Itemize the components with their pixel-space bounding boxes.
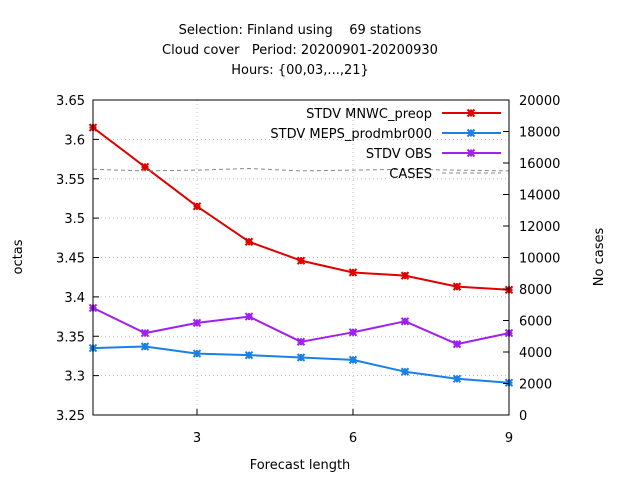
y2-tick-label: 10000 — [519, 252, 560, 267]
y2-tick-label: 2000 — [519, 378, 552, 393]
y2-tick-label: 0 — [519, 409, 527, 424]
legend-label: STDV MNWC_preop — [306, 107, 432, 122]
series-line-4 — [92, 168, 510, 172]
data-point — [244, 312, 254, 321]
y-tick-label: 3.6 — [64, 133, 85, 148]
y-tick-label: 3.55 — [56, 173, 85, 188]
title-line-3: Hours: {00,03,...,21} — [231, 63, 369, 78]
y-tick-label: 3.3 — [64, 370, 85, 385]
y2-tick-label: 18000 — [519, 126, 560, 141]
x-tick-label: 6 — [349, 431, 357, 446]
y2-tick-label: 8000 — [519, 283, 552, 298]
data-point — [348, 355, 358, 365]
data-point — [140, 162, 150, 172]
y-axis-label: octas — [11, 239, 26, 274]
y-tick-label: 3.5 — [64, 212, 85, 227]
y-tick-label: 3.4 — [64, 291, 85, 306]
y2-tick-label: 16000 — [519, 157, 560, 172]
data-point — [452, 374, 462, 383]
data-point — [140, 342, 150, 351]
data-point — [296, 353, 306, 362]
y-tick-label: 3.35 — [56, 330, 85, 345]
y2-tick-label: 12000 — [519, 220, 560, 235]
data-point — [244, 350, 254, 360]
legend-label: CASES — [389, 167, 432, 182]
legend-marker — [466, 128, 476, 138]
y-tick-label: 3.45 — [56, 252, 85, 267]
chart-title: Selection: Finland using 69 stations Clo… — [162, 23, 438, 78]
x-axis-ticks: 3 6 9 — [193, 409, 513, 446]
x-tick-label: 9 — [505, 431, 513, 446]
legend-label: STDV MEPS_prodmbr000 — [270, 127, 432, 142]
y2-tick-label: 4000 — [519, 346, 552, 361]
series-line-1 — [92, 126, 510, 291]
y2-axis-ticks: 0 2000 4000 6000 8000 10000 12000 14000 16000 180… — [503, 94, 560, 424]
data-point — [452, 282, 462, 291]
y2-tick-label: 6000 — [519, 315, 552, 330]
series-layer — [88, 123, 514, 387]
title-line-2: Cloud cover Period: 20200901-20200930 — [162, 43, 438, 58]
legend-marker — [466, 108, 476, 118]
legend-marker — [466, 148, 476, 158]
data-point — [192, 349, 202, 358]
data-point — [192, 318, 202, 328]
y-tick-label: 3.65 — [56, 94, 85, 109]
data-point — [348, 328, 358, 337]
data-point — [348, 268, 358, 277]
data-point — [140, 328, 150, 338]
data-point — [400, 271, 410, 280]
x-axis-label: Forecast length — [250, 458, 351, 473]
data-point — [244, 237, 254, 246]
title-line-1: Selection: Finland using 69 stations — [179, 23, 422, 38]
data-point — [452, 339, 462, 349]
y2-tick-label: 14000 — [519, 189, 560, 204]
x-tick-label: 3 — [193, 431, 201, 446]
y-axis-ticks: 3.25 3.3 3.35 3.4 3.45 3.5 3.55 3.6 3.65 — [56, 94, 99, 424]
series-line-2 — [92, 345, 510, 384]
y2-tick-label: 20000 — [519, 94, 560, 109]
data-point — [400, 317, 410, 326]
data-point — [400, 367, 410, 376]
legend: STDV MNWC_preop STDV MEPS_prodmbr000 STDV … — [270, 107, 501, 182]
data-point — [296, 337, 306, 346]
data-point — [192, 202, 202, 211]
y2-axis-label: No cases — [592, 228, 607, 287]
legend-label: STDV OBS — [366, 147, 432, 162]
y-tick-label: 3.25 — [56, 409, 85, 424]
data-point — [296, 256, 306, 265]
